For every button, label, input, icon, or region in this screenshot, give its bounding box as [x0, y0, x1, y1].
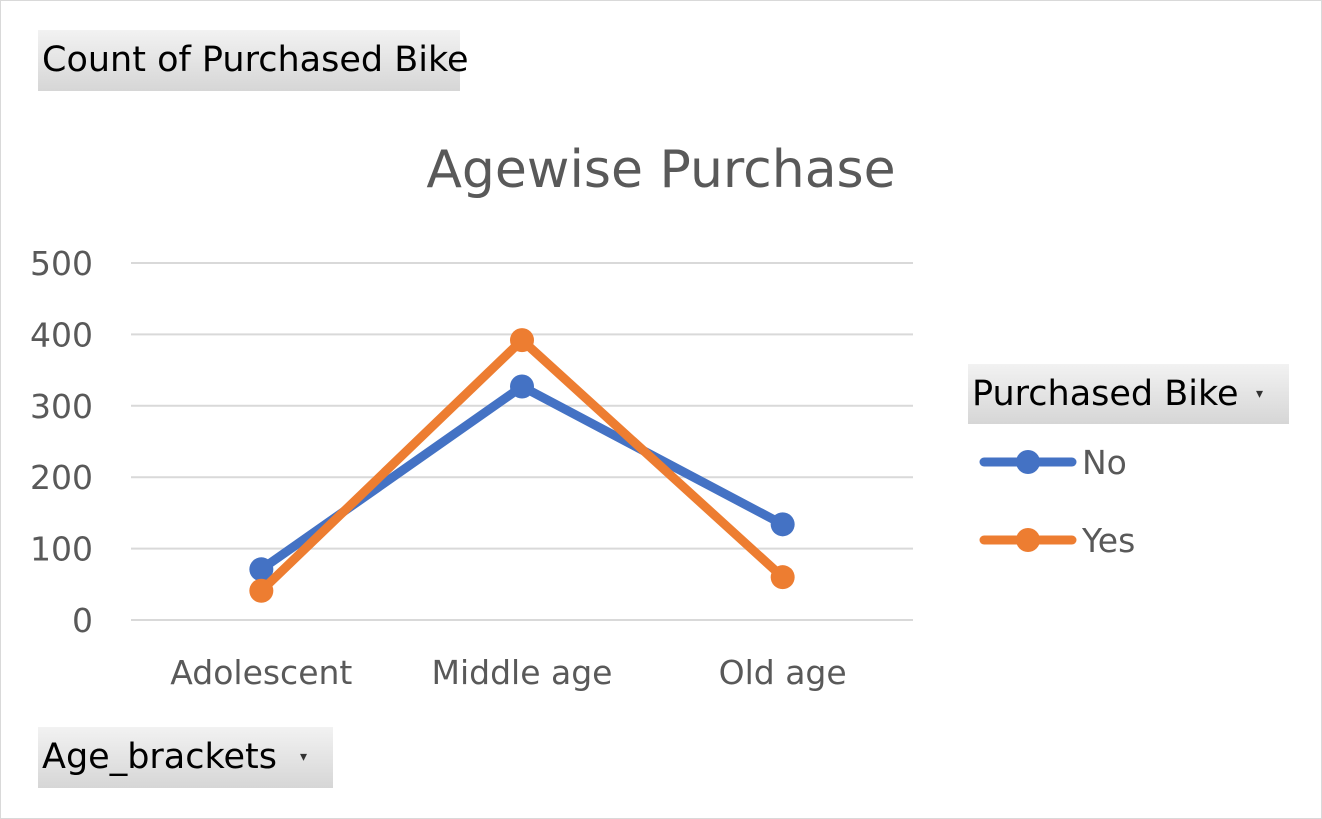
legend-field-button[interactable]: Purchased Bike ▾ [968, 364, 1289, 424]
legend-field-label: Purchased Bike [972, 374, 1239, 414]
values-field-label: Count of Purchased Bike [42, 40, 469, 80]
data-point[interactable] [770, 565, 795, 590]
y-tick-label: 0 [72, 601, 93, 640]
legend-item-no[interactable]: No [979, 443, 1127, 482]
y-tick-label: 100 [30, 530, 93, 569]
data-point[interactable] [249, 557, 274, 582]
y-tick-label: 400 [30, 315, 93, 354]
y-tick-label: 300 [30, 387, 93, 426]
legend-label: Yes [1081, 521, 1135, 560]
y-tick-label: 200 [30, 458, 93, 497]
axis-field-label: Age_brackets [42, 737, 278, 777]
x-tick-label: Middle age [432, 653, 613, 692]
chevron-down-icon[interactable]: ▾ [1255, 386, 1263, 402]
legend-label: No [1082, 443, 1127, 482]
y-tick-label: 500 [30, 244, 93, 283]
x-tick-label: Adolescent [170, 653, 352, 692]
legend-item-yes[interactable]: Yes [979, 521, 1135, 560]
values-field-button[interactable]: Count of Purchased Bike [38, 30, 469, 91]
data-point[interactable] [510, 328, 534, 353]
chart-title: Agewise Purchase [426, 140, 895, 200]
legend-marker [1016, 528, 1040, 552]
data-point[interactable] [249, 578, 274, 603]
data-point[interactable] [510, 374, 534, 399]
chevron-down-icon[interactable]: ▾ [299, 749, 307, 765]
axis-field-button[interactable]: Age_brackets ▾ [38, 727, 333, 788]
data-point[interactable] [770, 512, 795, 537]
series-yes [249, 328, 795, 603]
legend-marker [1016, 450, 1040, 474]
x-tick-label: Old age [719, 653, 847, 692]
